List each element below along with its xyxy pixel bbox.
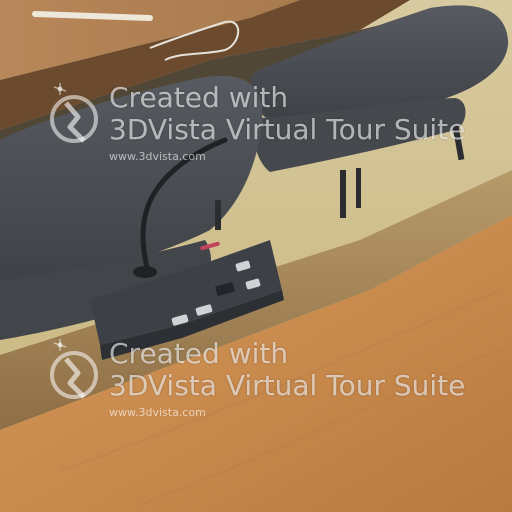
microphone-base [133, 266, 157, 278]
chair-back-right [250, 5, 509, 121]
back-desk-front [0, 0, 410, 130]
microphone-gooseneck [140, 137, 228, 275]
console-display [215, 281, 235, 297]
back-desk-top [0, 0, 300, 80]
chair-leg [452, 124, 465, 161]
paper-edge [32, 11, 153, 21]
chair-leg [215, 200, 221, 230]
console-button[interactable] [235, 260, 251, 272]
conference-console-front [100, 290, 284, 360]
chair-leg [356, 168, 361, 208]
wood-grain [59, 289, 501, 471]
console-button[interactable] [195, 304, 213, 316]
chair-leg [340, 170, 346, 218]
console-button[interactable] [245, 278, 261, 290]
chair-seat-right [254, 98, 466, 172]
console-button[interactable] [171, 314, 189, 326]
cable [149, 20, 240, 61]
conference-console-top [90, 240, 282, 345]
console-indicator [200, 241, 220, 251]
wood-grain [139, 344, 511, 506]
front-desk-surface [0, 215, 512, 512]
chair-seat-left [0, 240, 212, 340]
